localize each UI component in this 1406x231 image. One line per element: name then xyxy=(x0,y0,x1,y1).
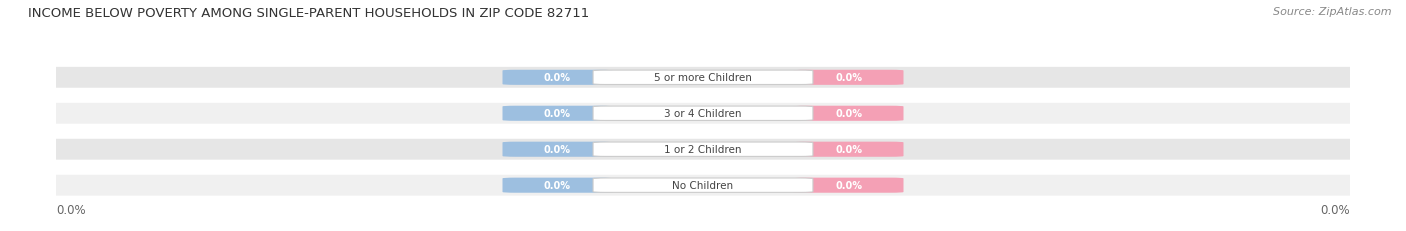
FancyBboxPatch shape xyxy=(46,175,1360,196)
FancyBboxPatch shape xyxy=(593,106,813,121)
FancyBboxPatch shape xyxy=(502,178,613,193)
Text: INCOME BELOW POVERTY AMONG SINGLE-PARENT HOUSEHOLDS IN ZIP CODE 82711: INCOME BELOW POVERTY AMONG SINGLE-PARENT… xyxy=(28,7,589,20)
Text: 0.0%: 0.0% xyxy=(835,109,862,119)
FancyBboxPatch shape xyxy=(593,71,813,85)
Text: 0.0%: 0.0% xyxy=(544,109,571,119)
FancyBboxPatch shape xyxy=(593,142,813,157)
Text: 0.0%: 0.0% xyxy=(544,180,571,190)
Text: No Children: No Children xyxy=(672,180,734,190)
Text: 0.0%: 0.0% xyxy=(835,145,862,155)
Text: 5 or more Children: 5 or more Children xyxy=(654,73,752,83)
Text: 0.0%: 0.0% xyxy=(544,73,571,83)
Text: Source: ZipAtlas.com: Source: ZipAtlas.com xyxy=(1274,7,1392,17)
FancyBboxPatch shape xyxy=(46,68,1360,88)
FancyBboxPatch shape xyxy=(46,139,1360,160)
Text: 0.0%: 0.0% xyxy=(835,73,862,83)
FancyBboxPatch shape xyxy=(793,70,904,85)
Text: 0.0%: 0.0% xyxy=(56,203,86,216)
FancyBboxPatch shape xyxy=(502,70,613,85)
FancyBboxPatch shape xyxy=(593,178,813,193)
Text: 0.0%: 0.0% xyxy=(1320,203,1350,216)
Text: 3 or 4 Children: 3 or 4 Children xyxy=(664,109,742,119)
Text: 0.0%: 0.0% xyxy=(835,180,862,190)
FancyBboxPatch shape xyxy=(793,106,904,121)
FancyBboxPatch shape xyxy=(502,106,613,121)
FancyBboxPatch shape xyxy=(46,103,1360,124)
FancyBboxPatch shape xyxy=(502,142,613,157)
Text: 1 or 2 Children: 1 or 2 Children xyxy=(664,145,742,155)
FancyBboxPatch shape xyxy=(793,142,904,157)
FancyBboxPatch shape xyxy=(793,178,904,193)
Text: 0.0%: 0.0% xyxy=(544,145,571,155)
